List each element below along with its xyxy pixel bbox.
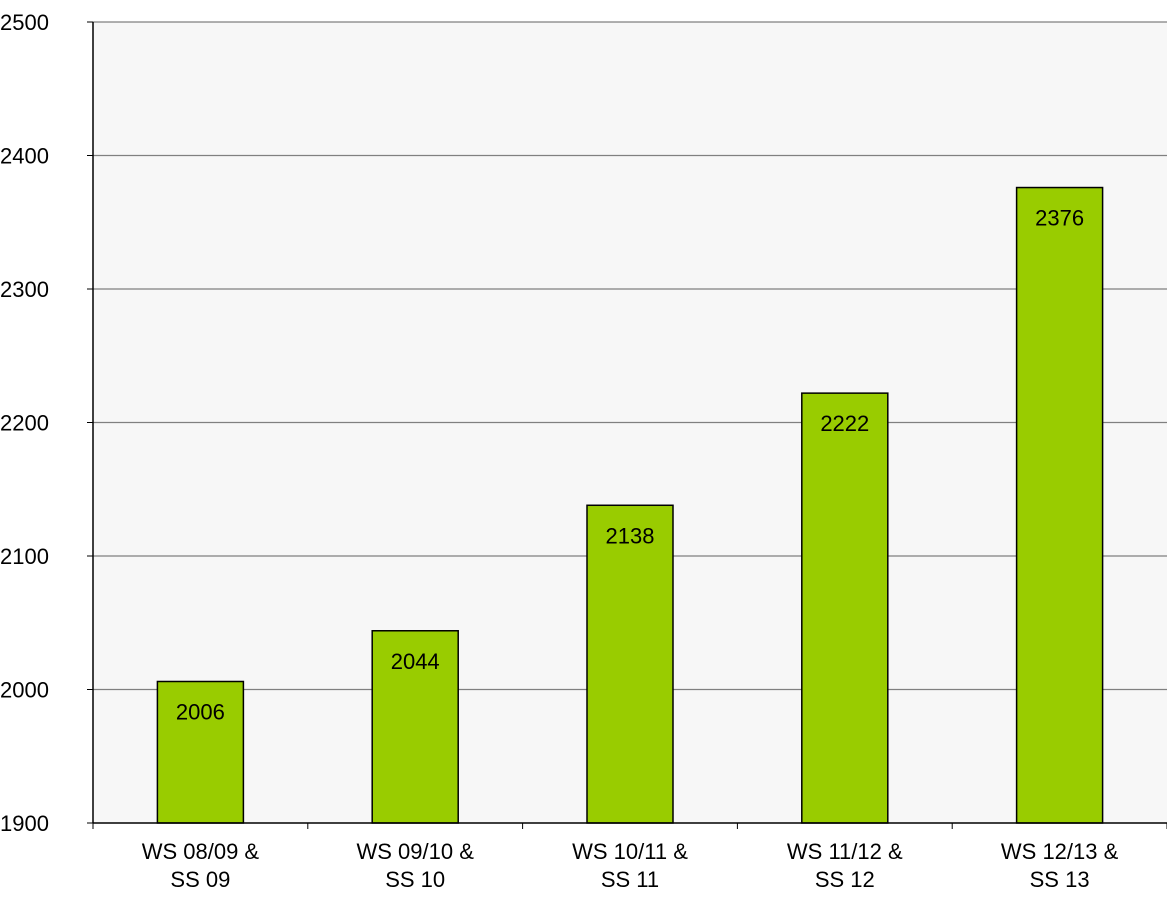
y-tick-label: 2300 [0, 277, 49, 302]
x-tick-label: SS 13 [1030, 867, 1090, 892]
x-tick-label: WS 08/09 & [142, 839, 260, 864]
y-tick-label: 2500 [0, 10, 49, 35]
data-label: 2006 [176, 699, 225, 724]
y-tick-label: 2400 [0, 144, 49, 169]
x-tick-label: SS 09 [170, 867, 230, 892]
bar[interactable] [801, 392, 889, 824]
x-tick-label: WS 10/11 & [572, 839, 688, 864]
x-tick-label: SS 10 [385, 867, 445, 892]
data-label: 2376 [1035, 206, 1084, 231]
x-tick-label: WS 12/13 & [1001, 839, 1119, 864]
x-tick-label: SS 12 [815, 867, 875, 892]
y-tick-label: 1900 [0, 811, 49, 836]
data-label: 2138 [606, 523, 655, 548]
y-tick-label: 2000 [0, 678, 49, 703]
data-label: 2222 [820, 411, 869, 436]
x-tick-label: SS 11 [601, 867, 659, 892]
y-tick-label: 2200 [0, 411, 49, 436]
bar[interactable] [1015, 186, 1104, 824]
y-tick-label: 2100 [0, 544, 49, 569]
bar[interactable] [586, 504, 674, 824]
x-tick-label: WS 11/12 & [787, 839, 903, 864]
x-tick-label: WS 09/10 & [357, 839, 475, 864]
bar[interactable] [371, 630, 459, 824]
data-label: 2044 [391, 649, 440, 674]
